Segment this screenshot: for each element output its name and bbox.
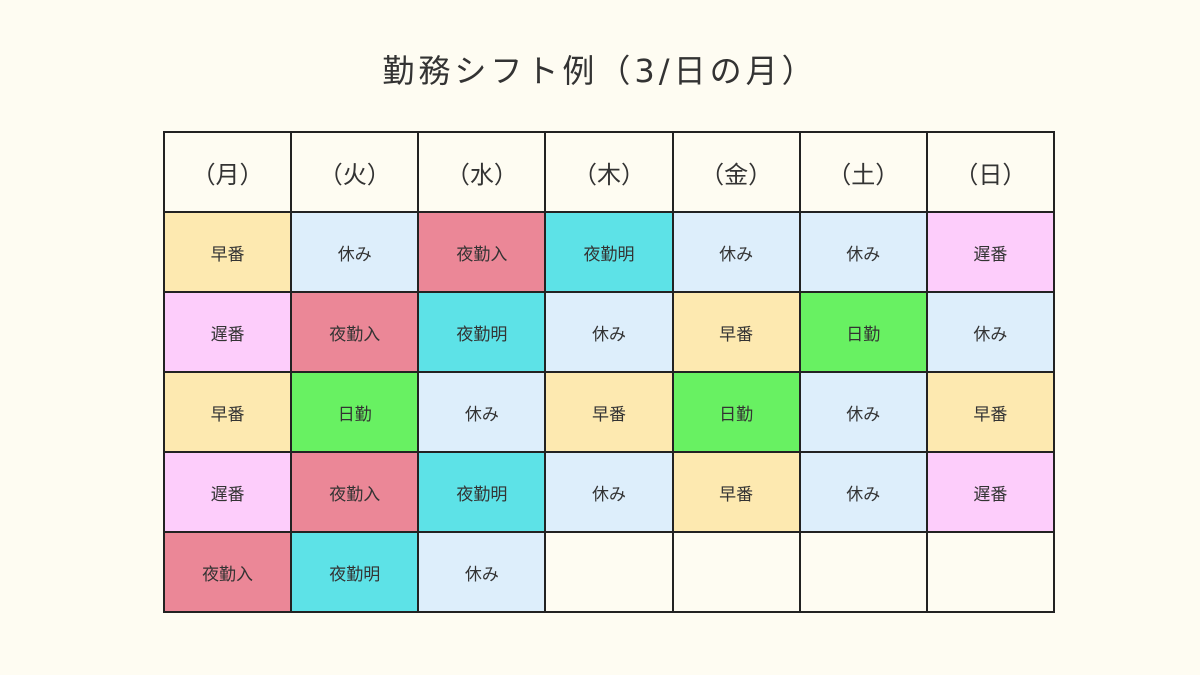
day-header-mon: （月） <box>162 131 293 213</box>
shift-cell-empty <box>925 531 1056 613</box>
page-title: 勤務シフト例（3/日の月） <box>382 52 818 90</box>
shift-table: （月） （火） （水） （木） （金） （土） （日） 早番 休み 夜勤入 夜勤… <box>162 131 1056 613</box>
shift-cell-early-shift: 早番 <box>671 291 801 373</box>
shift-cell-early-shift: 早番 <box>544 371 674 453</box>
shift-cell-day-off: 休み <box>417 371 547 453</box>
shift-row: 遅番 夜勤入 夜勤明 休み 早番 休み 遅番 <box>162 451 1056 533</box>
shift-cell-day-off: 休み <box>798 451 928 533</box>
shift-cell-early-shift: 早番 <box>671 451 801 533</box>
shift-row: 夜勤入 夜勤明 休み <box>162 531 1056 613</box>
day-header-fri: （金） <box>671 131 801 213</box>
day-header-wed: （水） <box>417 131 547 213</box>
shift-cell-day-off: 休み <box>925 291 1056 373</box>
shift-cell-late-shift: 遅番 <box>162 451 293 533</box>
shift-cell-early-shift: 早番 <box>162 371 293 453</box>
shift-cell-late-shift: 遅番 <box>162 291 293 373</box>
shift-cell-day-off: 休み <box>798 211 928 293</box>
shift-cell-day-shift: 日勤 <box>798 291 928 373</box>
shift-row: 早番 休み 夜勤入 夜勤明 休み 休み 遅番 <box>162 211 1056 293</box>
shift-cell-day-shift: 日勤 <box>290 371 420 453</box>
shift-cell-night-shift-start: 夜勤入 <box>290 451 420 533</box>
shift-row: 遅番 夜勤入 夜勤明 休み 早番 日勤 休み <box>162 291 1056 373</box>
day-header-row: （月） （火） （水） （木） （金） （土） （日） <box>162 131 1056 213</box>
shift-cell-day-off: 休み <box>798 371 928 453</box>
shift-cell-empty <box>798 531 928 613</box>
shift-cell-day-off: 休み <box>544 291 674 373</box>
day-header-sat: （土） <box>798 131 928 213</box>
shift-cell-day-off: 休み <box>417 531 547 613</box>
shift-cell-early-shift: 早番 <box>925 371 1056 453</box>
shift-cell-night-shift-start: 夜勤入 <box>290 291 420 373</box>
day-header-tue: （火） <box>290 131 420 213</box>
shift-cell-night-shift-end: 夜勤明 <box>544 211 674 293</box>
shift-cell-night-shift-start: 夜勤入 <box>162 531 293 613</box>
shift-cell-day-off: 休み <box>671 211 801 293</box>
shift-cell-empty <box>544 531 674 613</box>
shift-cell-day-shift: 日勤 <box>671 371 801 453</box>
day-header-thu: （木） <box>544 131 674 213</box>
shift-cell-day-off: 休み <box>544 451 674 533</box>
shift-cell-late-shift: 遅番 <box>925 211 1056 293</box>
shift-cell-late-shift: 遅番 <box>925 451 1056 533</box>
shift-row: 早番 日勤 休み 早番 日勤 休み 早番 <box>162 371 1056 453</box>
shift-cell-night-shift-start: 夜勤入 <box>417 211 547 293</box>
shift-cell-night-shift-end: 夜勤明 <box>290 531 420 613</box>
shift-cell-early-shift: 早番 <box>162 211 293 293</box>
shift-cell-night-shift-end: 夜勤明 <box>417 291 547 373</box>
shift-cell-day-off: 休み <box>290 211 420 293</box>
shift-cell-night-shift-end: 夜勤明 <box>417 451 547 533</box>
day-header-sun: （日） <box>925 131 1056 213</box>
shift-cell-empty <box>671 531 801 613</box>
